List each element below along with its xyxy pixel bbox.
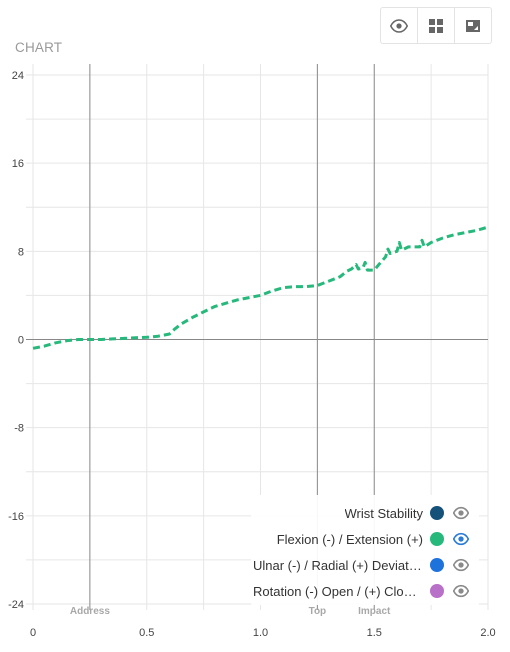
y-tick-label: 16	[12, 158, 24, 170]
eye-icon[interactable]	[453, 557, 469, 573]
grid-view-button[interactable]	[418, 8, 455, 43]
expand-icon	[466, 19, 480, 32]
grid-icon	[429, 18, 443, 33]
y-tick-label: -16	[8, 511, 24, 523]
x-tick-label: 2.0	[480, 627, 495, 639]
x-tick-label: 0	[30, 627, 36, 639]
eye-icon[interactable]	[453, 505, 469, 521]
toggle-visibility-button[interactable]	[381, 8, 418, 43]
marker-label: Impact	[358, 606, 391, 617]
marker-label: Top	[309, 606, 327, 617]
y-tick-label: -24	[8, 599, 24, 611]
legend-label: Flexion (-) / Extension (+)	[276, 531, 423, 547]
legend-color-swatch	[430, 558, 444, 572]
y-tick-label: -8	[14, 423, 24, 435]
x-tick-label: 1.5	[367, 627, 382, 639]
eye-icon[interactable]	[453, 531, 469, 547]
eye-icon	[390, 18, 408, 33]
legend-item[interactable]: Ulnar (-) / Radial (+) Deviation	[253, 554, 469, 576]
legend-item[interactable]: Wrist Stability	[344, 502, 469, 524]
legend-label: Ulnar (-) / Radial (+) Deviation	[253, 557, 423, 573]
expand-button[interactable]	[455, 8, 491, 43]
legend-item[interactable]: Rotation (-) Open / (+) Closed	[253, 580, 469, 602]
legend: Wrist Stability Flexion (-) / Extension (…	[251, 495, 479, 605]
y-tick-label: 0	[18, 335, 24, 347]
marker-label: Address	[70, 606, 110, 617]
y-tick-label: 8	[18, 246, 24, 258]
chart-title: CHART	[15, 40, 63, 55]
legend-color-swatch	[430, 584, 444, 598]
y-tick-label: 24	[12, 70, 24, 82]
eye-icon[interactable]	[453, 583, 469, 599]
x-tick-label: 1.0	[253, 627, 268, 639]
legend-color-swatch	[430, 532, 444, 546]
legend-label: Rotation (-) Open / (+) Closed	[253, 583, 423, 599]
legend-label: Wrist Stability	[344, 505, 424, 521]
legend-item[interactable]: Flexion (-) / Extension (+)	[277, 528, 469, 550]
chart-toolbar	[380, 7, 492, 44]
legend-color-swatch	[430, 506, 444, 520]
series-line	[32, 225, 489, 350]
x-tick-label: 0.5	[139, 627, 154, 639]
